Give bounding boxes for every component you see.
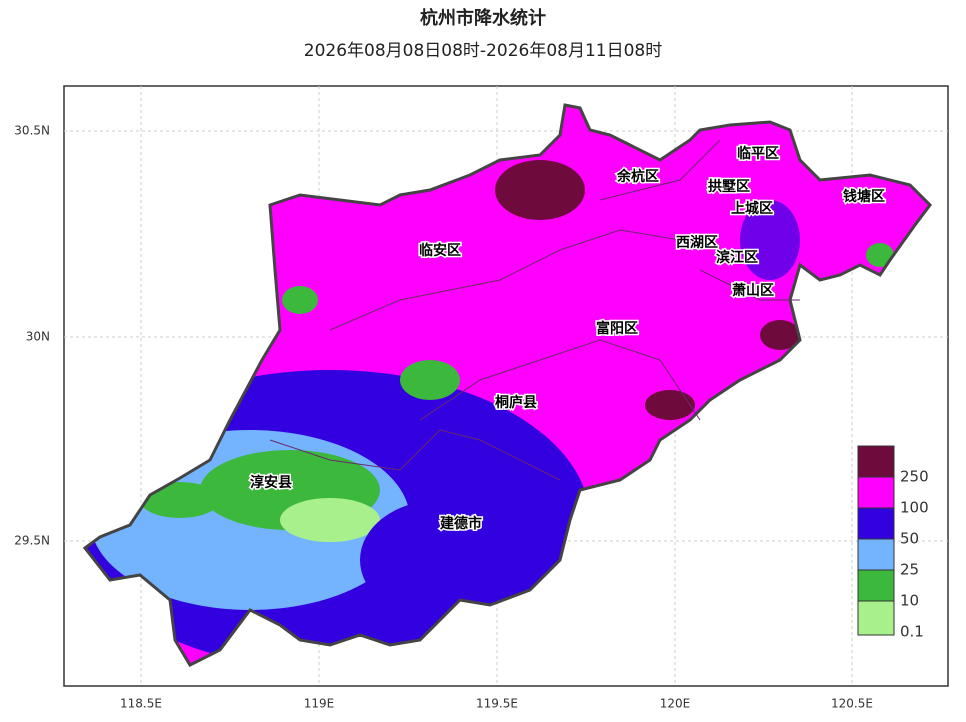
x-tick-label: 120E	[660, 697, 691, 711]
legend-label: 100	[900, 499, 929, 517]
legend-label: 0.1	[900, 623, 924, 641]
district-label: 萧山区	[732, 282, 774, 299]
district-label: 淳安县	[250, 474, 292, 491]
x-tick-label: 119.5E	[476, 697, 518, 711]
legend	[857, 445, 895, 636]
y-tick-label: 30.5N	[14, 124, 50, 138]
district-label: 上城区	[731, 200, 773, 217]
district-label: 临平区	[737, 145, 779, 162]
x-tick-label: 120.5E	[831, 697, 873, 711]
district-label: 临安区	[419, 242, 461, 259]
y-tick-label: 30N	[26, 330, 50, 344]
city-boundary	[82, 103, 932, 667]
x-tick-label: 119E	[304, 697, 335, 711]
legend-label: 250	[900, 468, 929, 486]
legend-label: 10	[900, 592, 919, 610]
district-label: 西湖区	[676, 235, 718, 251]
district-label: 滨江区	[716, 249, 758, 266]
district-label: 富阳区	[596, 320, 638, 337]
district-label: 桐庐县	[495, 394, 537, 411]
district-label: 建德市	[440, 515, 482, 532]
y-tick-label: 29.5N	[14, 534, 50, 548]
district-boundaries	[269, 139, 800, 481]
district-label: 拱墅区	[708, 178, 750, 195]
district-label: 钱塘区	[843, 188, 885, 205]
legend-label: 50	[900, 530, 919, 548]
title: 杭州市降水统计	[420, 7, 546, 29]
x-tick-label: 118.5E	[120, 697, 162, 711]
legend-label: 25	[900, 561, 919, 579]
plot-frame	[63, 85, 949, 687]
district-label: 余杭区	[616, 168, 659, 185]
subtitle: 2026年08月08日08时-2026年08月11日08时	[304, 41, 662, 61]
